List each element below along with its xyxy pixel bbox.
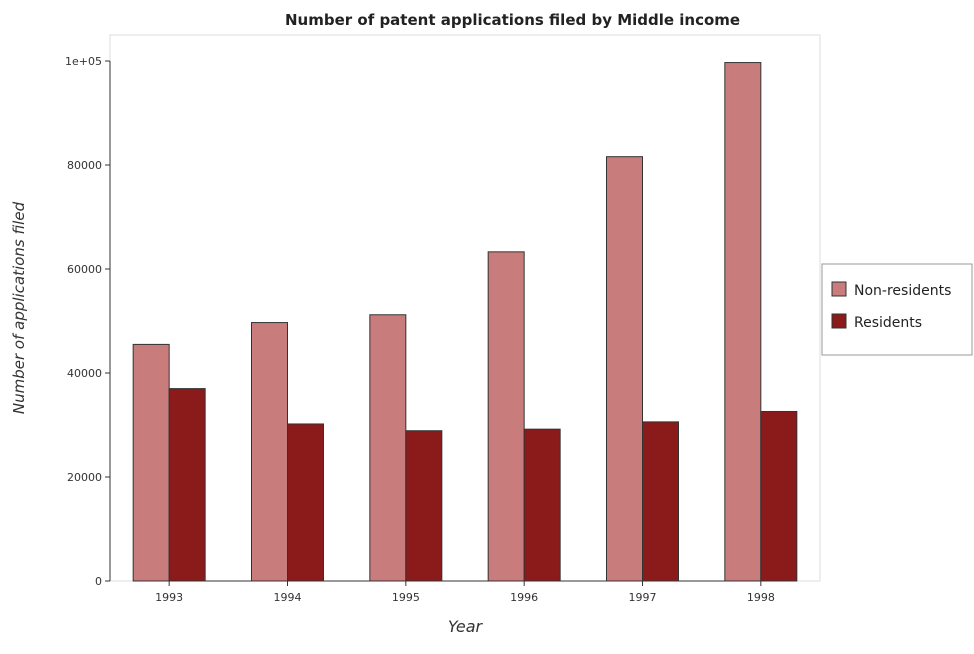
y-tick-label: 60000: [67, 263, 102, 276]
bar-residents-1998: [760, 410, 798, 582]
bar-non-residents-1997: [606, 156, 643, 582]
x-tick-label: 1997: [629, 591, 657, 604]
legend-swatch-residents: [831, 313, 847, 329]
y-tick-label: 20000: [67, 471, 102, 484]
bar-residents-1996: [523, 428, 561, 582]
y-tick-label: 40000: [67, 367, 102, 380]
x-tick-label: 1994: [274, 591, 302, 604]
legend-label-non-residents: Non-residents: [854, 283, 951, 299]
bar-residents-1995: [405, 430, 443, 582]
y-axis-label: Number of applications filed: [10, 201, 28, 414]
bar-non-residents-1996: [487, 251, 525, 582]
bars-group: [132, 62, 798, 582]
legend-box: [821, 263, 973, 356]
bar-non-residents-1993: [132, 343, 170, 582]
bar-non-residents-1994: [251, 322, 288, 582]
x-tick-label: 1996: [510, 591, 538, 604]
y-tick-label: 1e+05: [65, 55, 102, 68]
bar-residents-1994: [287, 423, 324, 582]
legend-swatch-non-residents: [831, 281, 847, 297]
bar-residents-1993: [168, 388, 206, 582]
x-tick-label: 1995: [392, 591, 420, 604]
y-tick-label: 0: [95, 575, 102, 588]
bar-non-residents-1998: [724, 62, 762, 582]
y-tick-label: 80000: [67, 159, 102, 172]
x-axis-label: Year: [448, 617, 484, 636]
legend: Non-residents Residents: [821, 263, 973, 356]
x-tick-label: 1998: [747, 591, 775, 604]
y-axis: 0 20000 40000 60000 80000 1e+05: [65, 55, 111, 588]
x-axis: 1993 1994 1995 1996 1997 1998: [155, 580, 775, 604]
x-tick-label: 1993: [155, 591, 183, 604]
bar-residents-1997: [642, 421, 679, 582]
legend-label-residents: Residents: [854, 315, 922, 331]
bar-non-residents-1995: [369, 314, 407, 582]
plot-area: [109, 34, 821, 582]
chart-title: Number of patent applications filed by M…: [285, 11, 740, 29]
